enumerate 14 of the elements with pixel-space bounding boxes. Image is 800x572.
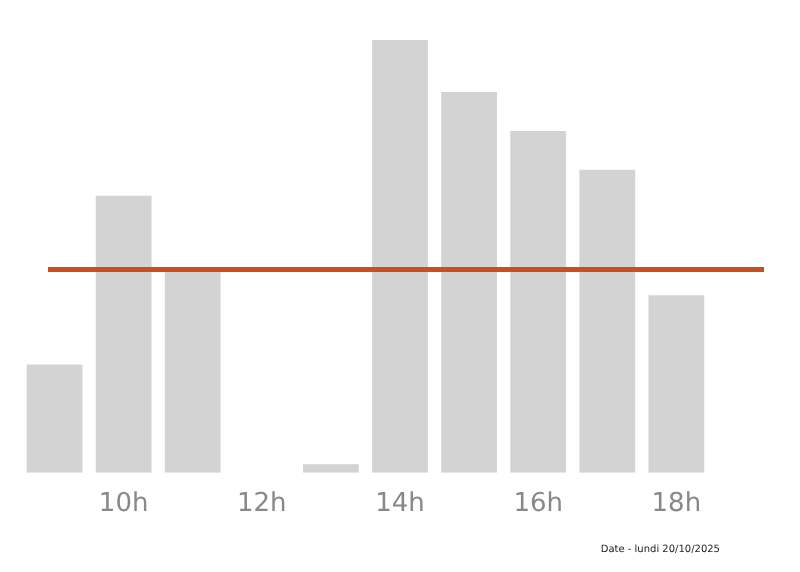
bar [648,295,705,473]
x-tick-label: 10h [98,489,149,520]
bar [510,130,567,473]
x-tick-label: 14h [375,489,425,520]
bar [95,195,152,473]
bar [26,364,83,473]
bar [303,464,359,473]
bar [372,40,428,473]
x-tick-label: 12h [237,489,287,520]
x-tick-label: 18h [651,489,702,520]
bar [441,91,497,473]
bar [579,169,636,473]
bar [164,269,221,473]
x-tick-label: 16h [513,489,563,520]
